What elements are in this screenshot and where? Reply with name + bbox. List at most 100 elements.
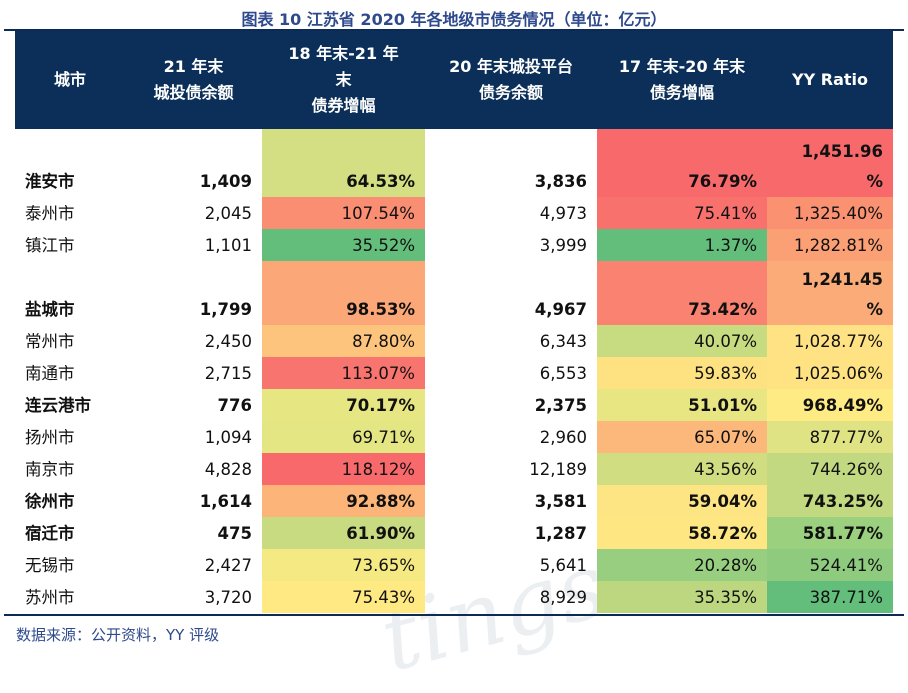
cell-city: 镇江市 xyxy=(25,236,75,255)
cell-c5: 73.42% xyxy=(597,261,767,325)
cell-c6: 1,025.06% xyxy=(767,357,893,389)
cell-city: 扬州市 xyxy=(25,428,75,447)
cell-c5: 65.07% xyxy=(597,421,767,453)
cell-c2: 4,828 xyxy=(204,460,252,479)
cell-city: 南京市 xyxy=(25,460,75,479)
cell-c4: 6,343 xyxy=(539,332,587,351)
cell-c3: 73.65% xyxy=(262,549,425,581)
table-row: 南通市 2,715 113.07% 6,553 59.83% 1,025.06% xyxy=(15,357,893,389)
cell-city: 泰州市 xyxy=(25,204,75,223)
cell-city: 盐城市 xyxy=(25,300,75,319)
cell-c2: 1,101 xyxy=(204,236,252,255)
cell-city: 常州市 xyxy=(25,332,75,351)
cell-c4: 12,189 xyxy=(529,460,587,479)
cell-c5: 35.35% xyxy=(597,581,767,613)
cell-c6: 524.41% xyxy=(767,549,893,581)
cell-c6: 968.49% xyxy=(767,389,893,421)
table-row: 徐州市 1,614 92.88% 3,581 59.04% 743.25% xyxy=(15,485,893,517)
cell-c6: 1,241.45 % xyxy=(767,261,893,325)
cell-city: 南通市 xyxy=(25,364,75,383)
table-row: 泰州市 2,045 107.54% 4,973 75.41% 1,325.40% xyxy=(15,197,893,229)
cell-c5: 51.01% xyxy=(597,389,767,421)
debt-table: 城市 21 年末 城投债余额 18 年末-21 年 末 债券增幅 20 年末城投平台 … xyxy=(15,31,893,613)
cell-c3: 64.53% xyxy=(262,129,425,197)
cell-c5: 40.07% xyxy=(597,325,767,357)
table-row: 宿迁市 475 61.90% 1,287 58.72% 581.77% xyxy=(15,517,893,549)
cell-c5: 76.79% xyxy=(597,129,767,197)
column-header: 城市 xyxy=(15,31,125,129)
cell-c2: 3,720 xyxy=(204,588,252,607)
cell-c3: 113.07% xyxy=(262,357,425,389)
column-header: 17 年末-20 年末 债务增幅 xyxy=(597,31,767,129)
cell-c4: 2,375 xyxy=(534,396,587,415)
cell-c6: 1,451.96 % xyxy=(767,129,893,197)
cell-c4: 1,287 xyxy=(534,524,587,543)
cell-c6: 581.77% xyxy=(767,517,893,549)
cell-c5: 59.04% xyxy=(597,485,767,517)
bottom-rule xyxy=(4,614,904,616)
table-row: 连云港市 776 70.17% 2,375 51.01% 968.49% xyxy=(15,389,893,421)
cell-city: 无锡市 xyxy=(25,556,75,575)
cell-c2: 1,409 xyxy=(199,172,252,191)
cell-c3: 87.80% xyxy=(262,325,425,357)
cell-c6: 1,028.77% xyxy=(767,325,893,357)
cell-c6: 744.26% xyxy=(767,453,893,485)
cell-c4: 4,973 xyxy=(539,204,587,223)
table-row: 镇江市 1,101 35.52% 3,999 1.37% 1,282.81% xyxy=(15,229,893,261)
column-header: YY Ratio xyxy=(767,31,893,129)
cell-c5: 59.83% xyxy=(597,357,767,389)
cell-c2: 2,045 xyxy=(204,204,252,223)
cell-c3: 69.71% xyxy=(262,421,425,453)
table-row: 苏州市 3,720 75.43% 8,929 35.35% 387.71% xyxy=(15,581,893,613)
cell-c5: 58.72% xyxy=(597,517,767,549)
cell-c5: 75.41% xyxy=(597,197,767,229)
cell-c3: 75.43% xyxy=(262,581,425,613)
column-header: 20 年末城投平台 债务余额 xyxy=(425,31,597,129)
cell-c5: 43.56% xyxy=(597,453,767,485)
cell-c3: 107.54% xyxy=(262,197,425,229)
cell-c2: 1,094 xyxy=(204,428,252,447)
cell-c6: 387.71% xyxy=(767,581,893,613)
cell-c3: 70.17% xyxy=(262,389,425,421)
cell-c2: 2,450 xyxy=(204,332,252,351)
cell-c2: 1,614 xyxy=(199,492,252,511)
cell-c6: 743.25% xyxy=(767,485,893,517)
table-row: 扬州市 1,094 69.71% 2,960 65.07% 877.77% xyxy=(15,421,893,453)
source-note: 数据来源：公开资料，YY 评级 xyxy=(16,626,220,644)
cell-c5: 20.28% xyxy=(597,549,767,581)
cell-city: 徐州市 xyxy=(25,492,75,511)
column-header: 18 年末-21 年 末 债券增幅 xyxy=(262,31,425,129)
cell-c2: 475 xyxy=(217,524,252,543)
cell-c2: 1,799 xyxy=(199,300,252,319)
table-title: 图表 10 江苏省 2020 年各地级市债务情况（单位：亿元） xyxy=(241,10,667,29)
table-row: 无锡市 2,427 73.65% 5,641 20.28% 524.41% xyxy=(15,549,893,581)
cell-city: 连云港市 xyxy=(25,396,91,415)
cell-c4: 3,999 xyxy=(539,236,587,255)
cell-c2: 776 xyxy=(217,396,252,415)
cell-city: 淮安市 xyxy=(25,172,75,191)
cell-c3: 92.88% xyxy=(262,485,425,517)
cell-c2: 2,427 xyxy=(204,556,252,575)
cell-c2: 2,715 xyxy=(204,364,252,383)
cell-c4: 4,967 xyxy=(534,300,587,319)
cell-c4: 6,553 xyxy=(539,364,587,383)
cell-c4: 3,581 xyxy=(534,492,587,511)
cell-c3: 98.53% xyxy=(262,261,425,325)
column-header: 21 年末 城投债余额 xyxy=(125,31,262,129)
cell-city: 苏州市 xyxy=(25,588,75,607)
cell-c6: 1,282.81% xyxy=(767,229,893,261)
cell-city: 宿迁市 xyxy=(25,524,75,543)
top-rule xyxy=(4,29,904,31)
cell-c4: 2,960 xyxy=(539,428,587,447)
table-row: 南京市 4,828 118.12% 12,189 43.56% 744.26% xyxy=(15,453,893,485)
cell-c5: 1.37% xyxy=(597,229,767,261)
cell-c3: 61.90% xyxy=(262,517,425,549)
cell-c4: 8,929 xyxy=(539,588,587,607)
table-row: 常州市 2,450 87.80% 6,343 40.07% 1,028.77% xyxy=(15,325,893,357)
cell-c6: 1,325.40% xyxy=(767,197,893,229)
cell-c4: 3,836 xyxy=(534,172,587,191)
cell-c6: 877.77% xyxy=(767,421,893,453)
table-row: 盐城市 1,799 98.53% 4,967 73.42% 1,241.45 % xyxy=(15,261,893,325)
cell-c3: 118.12% xyxy=(262,453,425,485)
table-row: 淮安市 1,409 64.53% 3,836 76.79% 1,451.96 % xyxy=(15,129,893,197)
